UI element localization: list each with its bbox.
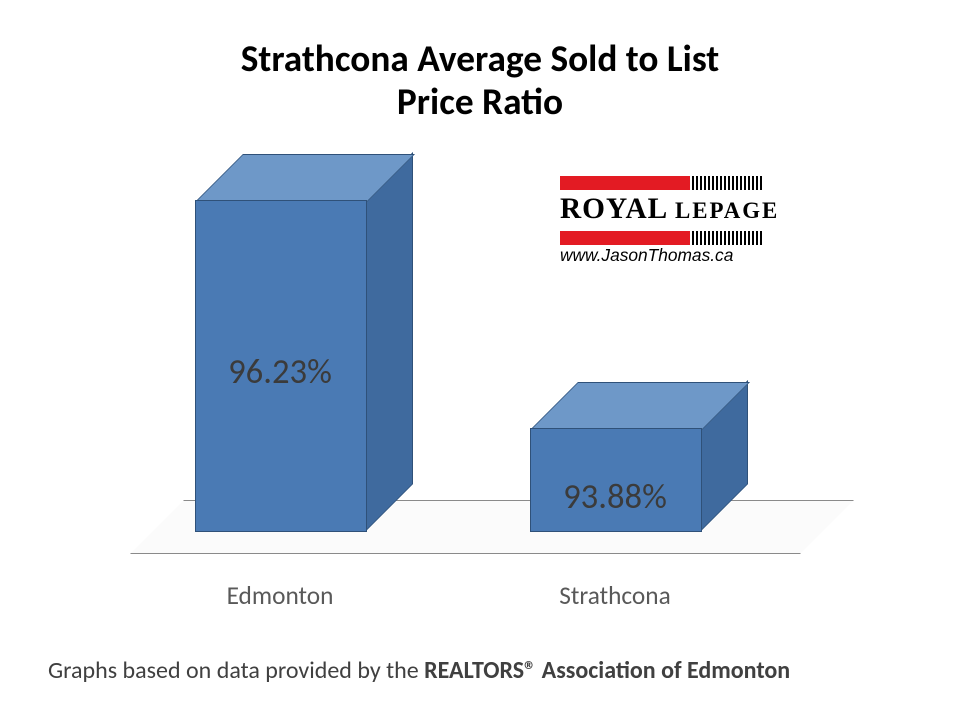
value-label-edmonton: 96.23% [165, 351, 395, 393]
category-label-edmonton: Edmonton [155, 580, 405, 611]
value-label-strathcona: 93.88% [500, 476, 730, 518]
data-source-footnote: Graphs based on data provided by the REA… [48, 656, 790, 685]
category-label-strathcona: Strathcona [490, 580, 740, 611]
chart-title: Strathcona Average Sold to ListPrice Rat… [0, 38, 960, 124]
logo-word-royal: ROYAL [560, 193, 667, 225]
bar-edmonton [195, 156, 411, 532]
royal-lepage-logo: ROYAL LEPAGE www.JasonThomas.ca [560, 172, 779, 266]
logo-word-lepage: LEPAGE [675, 198, 779, 223]
logo-url: www.JasonThomas.ca [560, 245, 779, 266]
chart-canvas: Strathcona Average Sold to ListPrice Rat… [0, 0, 960, 720]
